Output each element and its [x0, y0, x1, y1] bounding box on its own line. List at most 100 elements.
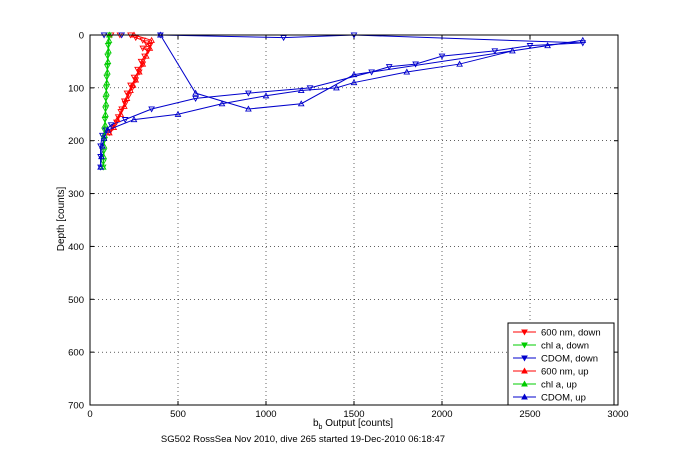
legend-entry: chl a, down [513, 341, 589, 352]
legend-marker [521, 367, 528, 374]
data-point [148, 36, 155, 43]
chart-caption: SG502 RossSea Nov 2010, dive 265 started… [161, 434, 445, 445]
data-point [333, 84, 340, 91]
data-point [146, 43, 154, 50]
data-point [297, 86, 305, 94]
series-line [108, 34, 153, 134]
data-point [105, 47, 112, 54]
data-point [438, 53, 446, 60]
data-point [280, 35, 287, 42]
y-tick-label: 400 [68, 242, 84, 253]
plot-frame [89, 34, 619, 406]
legend-entry: 600 nm, up [513, 367, 589, 378]
data-point [104, 57, 112, 64]
data-point [526, 43, 534, 50]
legend-marker [521, 355, 528, 362]
data-point [104, 53, 111, 60]
series-3 [105, 31, 155, 136]
x-axis-label-sub: b [319, 424, 323, 431]
data-point [121, 117, 129, 124]
y-axis-label: Depth [counts] [56, 187, 67, 252]
data-point [103, 79, 111, 86]
data-point [100, 134, 108, 141]
data-point [127, 86, 134, 94]
data-point [103, 64, 111, 71]
data-point [385, 64, 393, 71]
legend-label: chl a, up [541, 380, 577, 391]
data-point [98, 142, 106, 149]
data-point [456, 60, 463, 67]
data-point [103, 89, 110, 96]
data-point [130, 116, 138, 123]
y-tick-label: 100 [68, 83, 84, 94]
data-point [148, 106, 155, 113]
data-point [113, 116, 121, 123]
y-tick-label: 600 [68, 348, 84, 359]
y-tick-label: 500 [68, 295, 84, 306]
data-point [142, 52, 150, 59]
x-tick-label: 2000 [431, 409, 452, 420]
y-tick-label: 0 [79, 31, 84, 42]
data-point [174, 110, 182, 117]
data-point [139, 60, 147, 67]
x-tick-label: 500 [170, 409, 186, 420]
data-point [579, 36, 587, 43]
data-point [120, 102, 128, 109]
data-point [218, 100, 226, 107]
data-point [192, 95, 199, 102]
y-tick-label: 300 [68, 189, 84, 200]
x-tick-label: 1000 [255, 409, 276, 420]
data-point [103, 74, 111, 81]
data-point [107, 122, 115, 129]
data-point [350, 79, 358, 86]
legend-label: CDOM, up [541, 393, 586, 404]
legend-label: chl a, down [541, 341, 589, 352]
data-point [135, 68, 143, 75]
data-point [412, 61, 419, 68]
data-point [245, 105, 252, 112]
x-axis-label-main: b [313, 418, 319, 429]
data-point [102, 100, 110, 107]
legend-marker [521, 329, 528, 336]
data-point [262, 92, 270, 99]
data-point [104, 68, 111, 75]
data-series [97, 31, 587, 171]
x-axis-label: bb Output [counts] [313, 418, 393, 431]
data-point [97, 163, 104, 170]
legend-entry: chl a, up [513, 380, 577, 391]
data-point [579, 40, 587, 47]
x-tick-label: 0 [87, 409, 92, 420]
data-point [544, 42, 551, 49]
data-point [117, 110, 125, 117]
x-tick-label: 2500 [519, 409, 540, 420]
data-point [192, 89, 199, 96]
data-point [132, 76, 140, 83]
data-point [146, 44, 154, 51]
data-point [104, 126, 111, 133]
data-point [403, 68, 411, 75]
x-tick-label: 1500 [343, 409, 364, 420]
data-point [102, 85, 110, 92]
legend-label: 600 nm, down [541, 328, 601, 339]
legend-marker [521, 393, 528, 400]
data-point [297, 100, 305, 107]
data-point [102, 110, 109, 117]
data-point [350, 71, 358, 78]
x-axis-label-rest: Output [counts] [322, 418, 393, 429]
y-tick-label: 200 [68, 136, 84, 147]
data-point [129, 81, 137, 88]
x-tick-label: 3000 [607, 409, 628, 420]
legend-marker [521, 380, 528, 387]
data-point [104, 43, 112, 50]
data-point [139, 45, 147, 52]
data-point [105, 36, 113, 43]
data-point [306, 85, 314, 92]
data-point [509, 47, 516, 54]
data-point [123, 94, 131, 101]
y-tick-label: 700 [68, 401, 84, 412]
legend-entry: CDOM, up [513, 393, 586, 404]
legend-box [507, 322, 615, 406]
data-point [98, 153, 105, 160]
legend-entry: 600 nm, down [513, 328, 601, 339]
